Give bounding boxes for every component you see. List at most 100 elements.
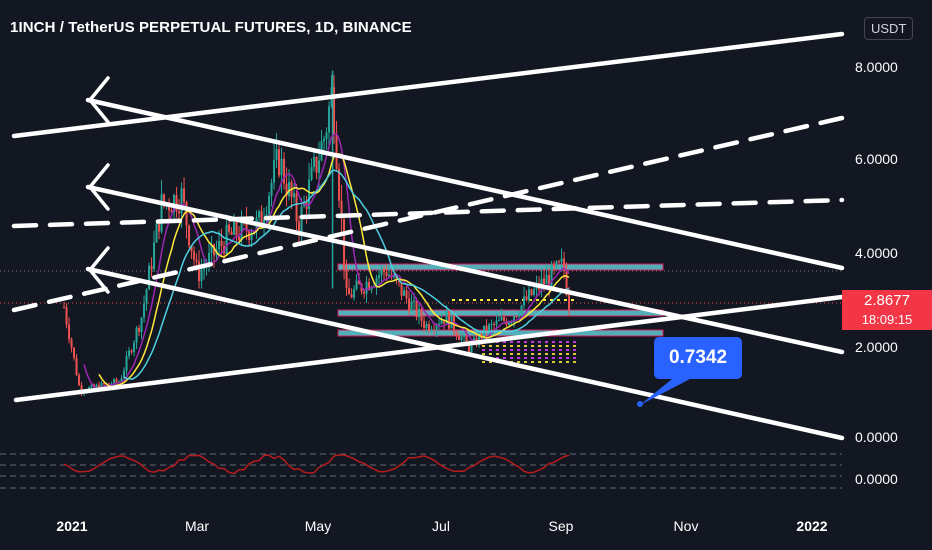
dotted-level-marker — [573, 345, 576, 347]
candle-body — [370, 287, 373, 290]
candle-body — [385, 272, 388, 277]
y-tick-6: 6.0000 — [855, 151, 898, 167]
dotted-level-marker — [510, 341, 513, 343]
candle-body — [533, 289, 536, 295]
candle-body — [160, 194, 163, 232]
candle-body — [163, 194, 166, 205]
dotted-level-marker — [531, 345, 534, 347]
dotted-level-marker — [524, 349, 527, 351]
dotted-level-marker — [480, 299, 483, 301]
target-callout-pointer — [640, 379, 690, 405]
candle-body — [328, 106, 331, 133]
candle-body — [543, 278, 546, 284]
dotted-level-marker — [487, 299, 490, 301]
candle-body — [238, 236, 241, 240]
candle-body — [430, 329, 433, 331]
target-price-label[interactable]: 0.7342 — [654, 337, 742, 379]
dotted-level-marker — [482, 353, 485, 355]
dotted-level-marker — [482, 345, 485, 347]
candle-body — [488, 324, 491, 333]
candle-body — [278, 149, 281, 176]
candle-body — [75, 357, 78, 376]
ascending-channel-lower — [13, 294, 845, 403]
descending-channel-lower — [85, 266, 845, 441]
dotted-level-marker — [489, 349, 492, 351]
candle-body — [213, 244, 216, 256]
dotted-level-marker — [452, 299, 455, 301]
dotted-level-marker — [529, 299, 532, 301]
candle-body — [323, 138, 326, 142]
candle-body — [145, 289, 148, 304]
candle-body — [185, 201, 188, 226]
candle-body — [128, 350, 131, 357]
candle-body — [345, 269, 348, 289]
dotted-level-marker — [552, 349, 555, 351]
dotted-level-marker — [501, 299, 504, 301]
candle-body — [415, 300, 418, 318]
dotted-level-marker — [559, 357, 562, 359]
dotted-level-marker — [571, 299, 574, 301]
dotted-level-marker — [531, 353, 534, 355]
dotted-level-marker — [559, 353, 562, 355]
candle-body — [235, 221, 238, 237]
dotted-level-marker — [566, 357, 569, 359]
dotted-level-marker — [545, 345, 548, 347]
dotted-level-marker — [494, 299, 497, 301]
candle-body — [380, 269, 383, 276]
candle-body — [293, 193, 296, 198]
candle-body — [228, 224, 231, 232]
dotted-level-marker — [545, 353, 548, 355]
candle-body — [525, 296, 528, 301]
dotted-level-marker — [559, 345, 562, 347]
candle-body — [403, 290, 406, 296]
candle-body — [148, 265, 151, 290]
y-tick-8: 8.0000 — [855, 59, 898, 75]
dotted-level-marker — [573, 357, 576, 359]
candle-body — [400, 282, 403, 296]
candle-body — [175, 195, 178, 212]
dotted-level-marker — [543, 299, 546, 301]
candle-body — [335, 134, 338, 169]
candle-body — [568, 294, 571, 310]
candle-body — [338, 168, 341, 201]
dotted-level-marker — [517, 361, 520, 363]
candle-body — [423, 320, 426, 329]
dotted-level-marker — [531, 361, 534, 363]
candle-body — [150, 265, 153, 270]
dotted-level-marker — [489, 361, 492, 363]
candle-body — [318, 160, 321, 173]
candle-body — [130, 350, 133, 353]
last-price: 2.8677 — [864, 292, 910, 309]
candle-body — [408, 298, 411, 311]
dotted-level-marker — [566, 353, 569, 355]
dotted-level-marker — [538, 361, 541, 363]
candle-body — [193, 251, 196, 260]
candle-body — [325, 132, 328, 139]
last-price-badge: 2.8677 18:09:15 — [842, 290, 932, 330]
candle-body — [443, 320, 446, 324]
dotted-level-marker — [524, 345, 527, 347]
dotted-level-marker — [466, 299, 469, 301]
dotted-level-marker — [510, 353, 513, 355]
candle-body — [500, 317, 503, 321]
dotted-level-marker — [552, 353, 555, 355]
candle-body — [308, 179, 311, 210]
candle-body — [353, 289, 356, 298]
candle-body — [208, 252, 211, 266]
candle-body — [565, 270, 568, 295]
candle-body — [295, 193, 298, 222]
target-point-marker — [637, 401, 643, 407]
x-tick-may: May — [304, 518, 332, 534]
candle-body — [458, 336, 461, 341]
candle-body — [285, 183, 288, 196]
candle-body — [180, 188, 183, 214]
candle-body — [183, 188, 186, 202]
x-tick-sep: Sep — [548, 518, 574, 534]
currency-selector[interactable]: USDT — [864, 17, 914, 40]
candle-body — [520, 305, 523, 316]
candle-body — [143, 303, 146, 318]
candle-body — [485, 325, 488, 333]
candle-body — [155, 223, 158, 243]
